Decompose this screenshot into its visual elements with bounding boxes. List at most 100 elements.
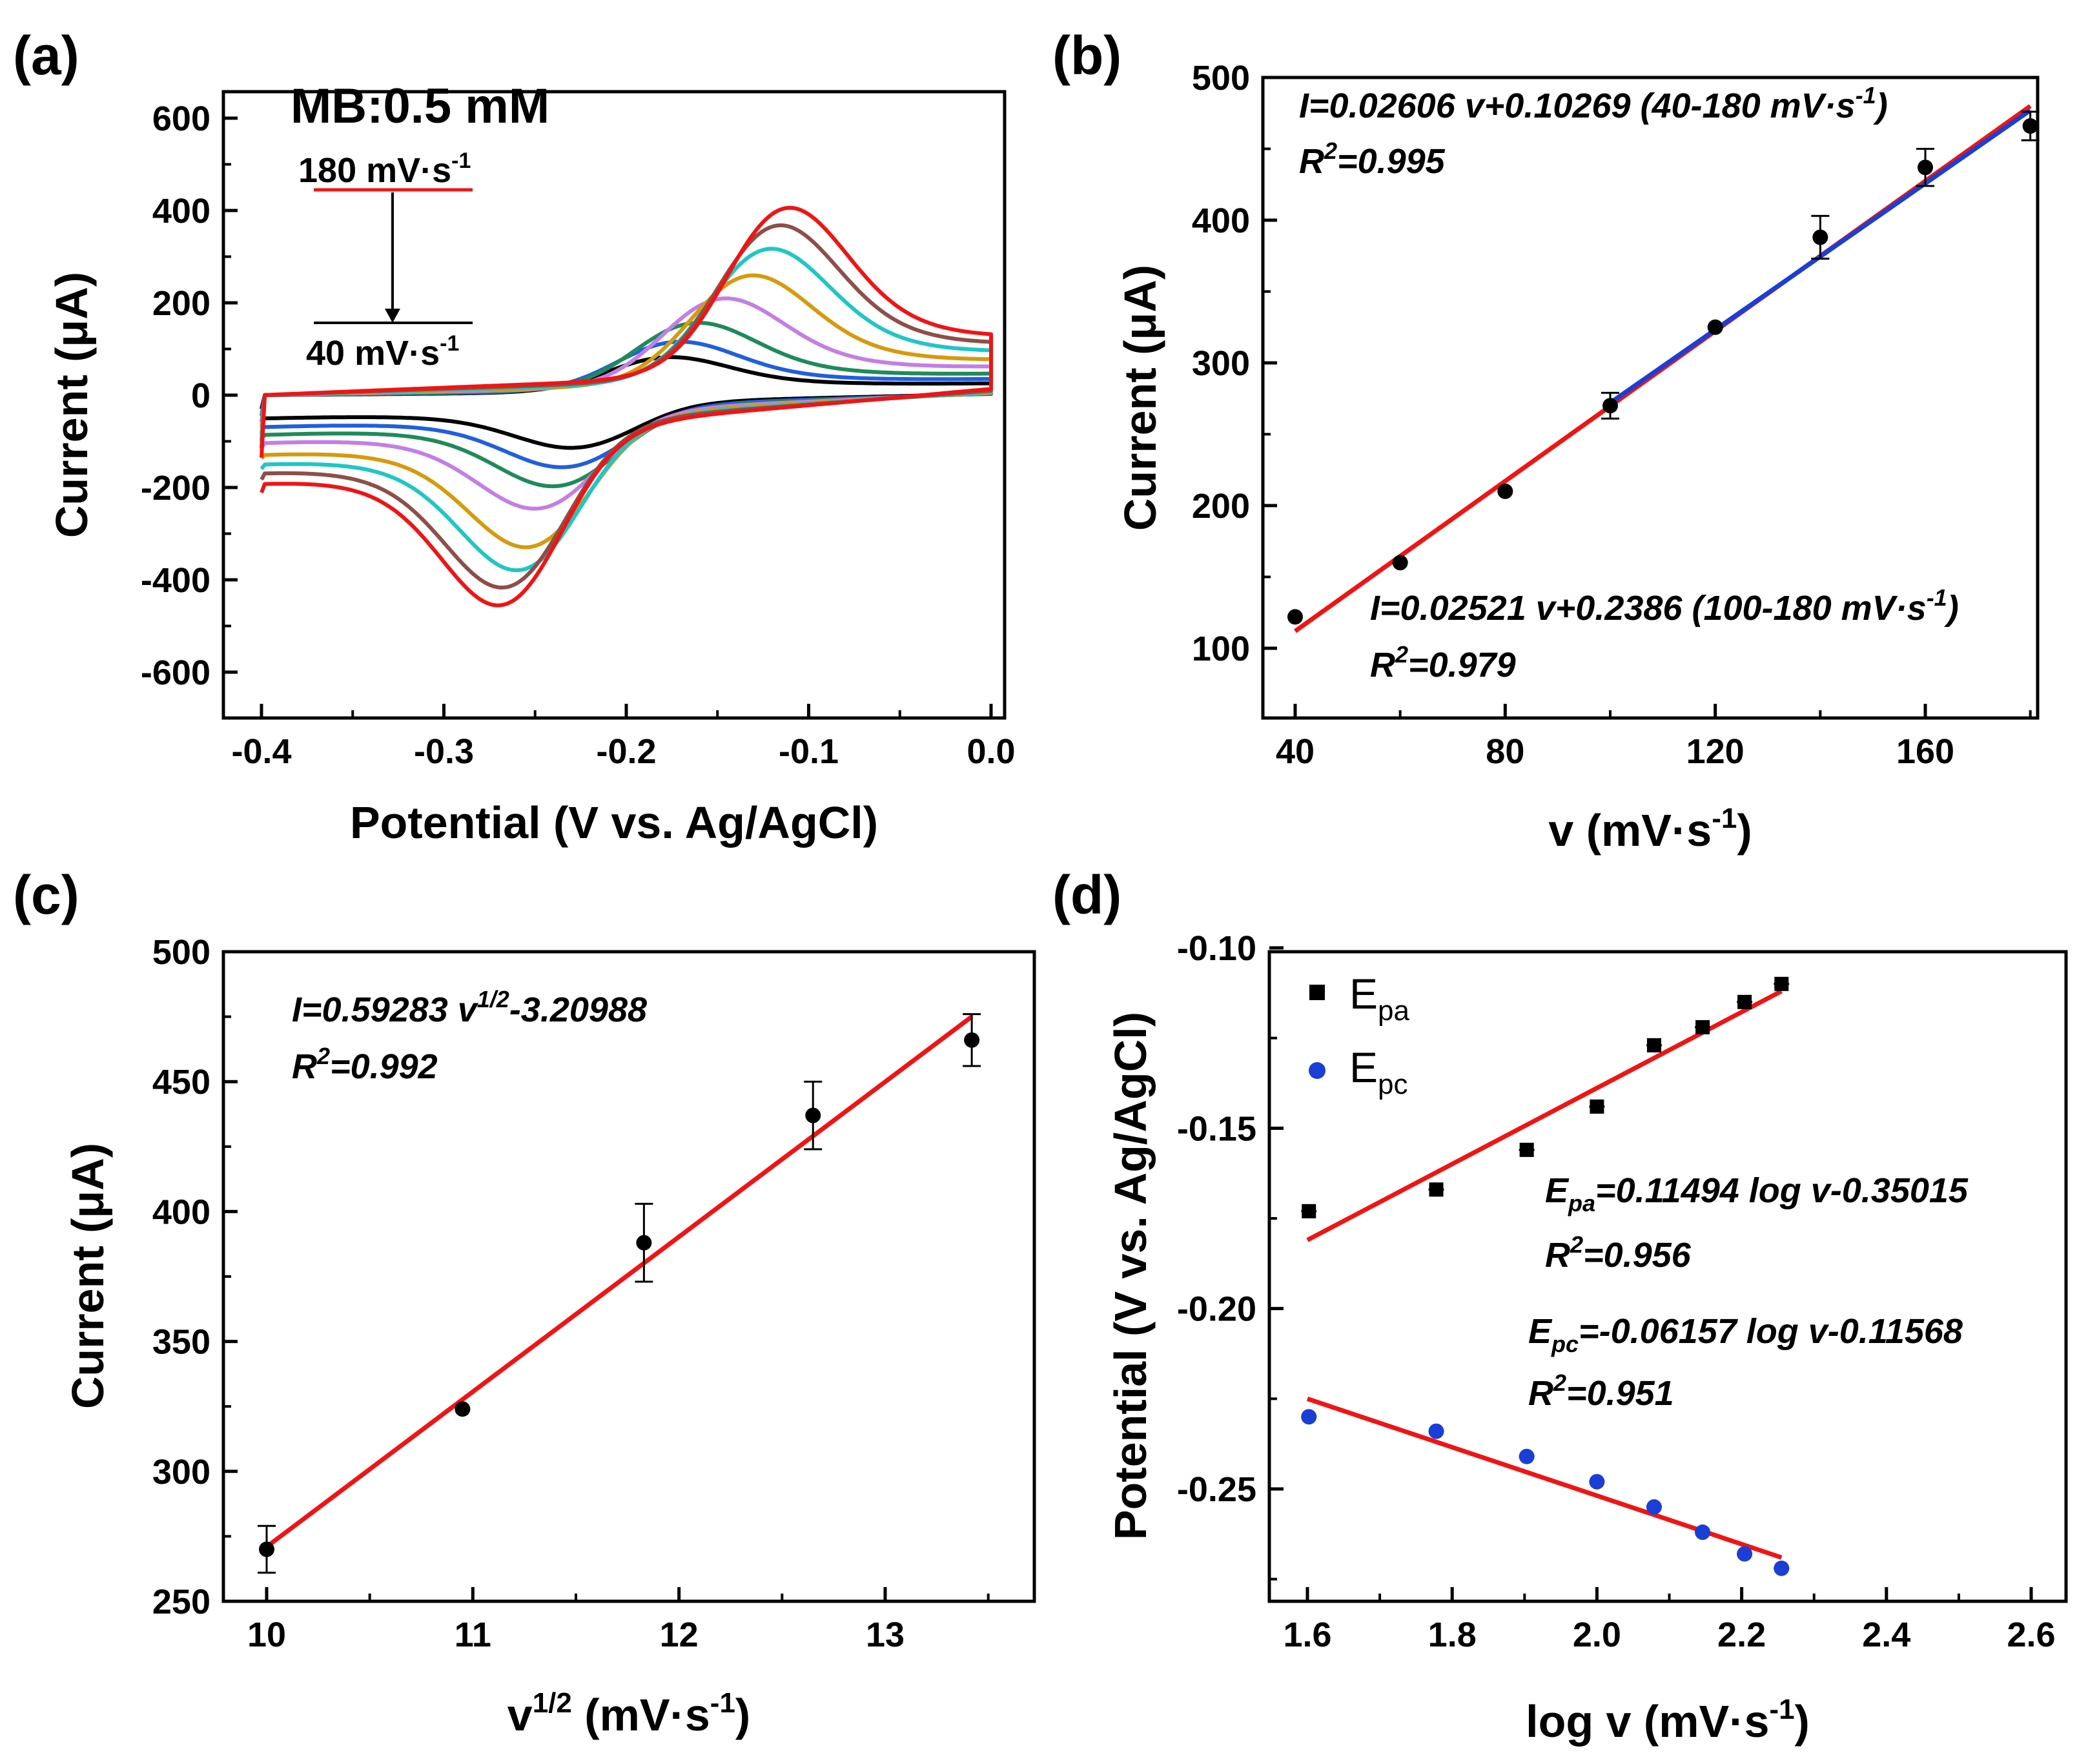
panel-d-eq2-sub: pc [1551, 1331, 1579, 1357]
data-point-epc [1301, 1409, 1317, 1425]
panel-d-y-tick-label: -0.20 [1177, 1290, 1256, 1329]
panel-a-y-tick-label: -200 [141, 469, 210, 508]
panel-b-eq1-sup: -1 [1856, 82, 1876, 108]
panel-c-y-tick-label: 350 [152, 1323, 210, 1362]
panel-b-eq1: I=0.02606 v+0.10269 (40-180 mV·s-1) [1299, 82, 1888, 125]
legend-epc-marker [1309, 1062, 1325, 1079]
panel-b-x-title-main: v (mV·s [1548, 805, 1712, 856]
panel-c-x-title-sup2: -1 [710, 1687, 735, 1719]
panel-c-x-tick-label: 11 [455, 1615, 491, 1654]
panel-c-x-title-main: v [507, 1690, 533, 1740]
panel-b-r1-val: =0.995 [1337, 142, 1446, 181]
legend-epc-sub: pc [1378, 1069, 1407, 1100]
legend-epc-main: E [1349, 1043, 1378, 1091]
panel-a-x-axis-title: Potential (V vs. Ag/AgCl) [350, 797, 878, 848]
panel-d-y-tick-label: -0.25 [1177, 1470, 1256, 1509]
panel-a-top-rate-label: 180 mV·s-1 [298, 149, 471, 190]
data-point [455, 1401, 471, 1417]
fit-line [265, 1014, 974, 1549]
data-point-epc [1428, 1423, 1444, 1439]
panel-a-bottom-rate-sup: -1 [440, 331, 459, 356]
panel-b-r1: R2=0.995 [1299, 138, 1446, 181]
panel-b-x-ticks: 40 80 120 160 [1276, 704, 2032, 771]
panel-a-arrow-head [385, 309, 400, 323]
panel-d-x-tick-label: 2.4 [1862, 1615, 1910, 1654]
panel-b-y-tick-label: 500 [1192, 59, 1250, 97]
cv-curve-180-mVs [260, 205, 993, 608]
panel-c-x-title-close: ) [735, 1690, 750, 1740]
panel-c-r-pre: R [292, 1047, 317, 1086]
panel-a-y-tick-label: -600 [141, 653, 210, 692]
panel-b-x-tick-label: 80 [1486, 732, 1524, 771]
panel-c-r: R2=0.992 [292, 1043, 438, 1086]
data-point-epc [1519, 1448, 1535, 1464]
panel-a-label: (a) [13, 25, 79, 86]
panel-d-x-tick-label: 1.8 [1428, 1615, 1477, 1654]
panel-a-x-tick-label: -0.2 [596, 732, 656, 771]
panel-a-x-tick-label: 0.0 [967, 732, 1015, 771]
data-point [1812, 229, 1828, 245]
panel-d-x-tick-label: 2.6 [2007, 1615, 2055, 1654]
panel-d-x-tick-label: 2.2 [1717, 1615, 1766, 1654]
panel-a-y-tick-label: 600 [152, 99, 210, 138]
legend-epa-main: E [1349, 970, 1378, 1018]
panel-c-y-tick-label: 450 [152, 1063, 210, 1102]
panel-c-eq-rest: -3.20988 [509, 990, 647, 1029]
panel-a: (a) -0.4 -0.3 -0.2 -0.1 0.0 -600 -400 -200 0 200… [13, 25, 1016, 848]
data-point [1287, 609, 1303, 625]
panel-a-y-ticks: -600 -400 -200 0 200 400 600 [141, 99, 238, 692]
panel-a-x-tick-label: -0.3 [414, 732, 474, 771]
panel-d-x-axis-title: log v (mV·s-1) [1526, 1694, 1810, 1747]
data-point-epa [1646, 1038, 1661, 1052]
panel-d-y-axis-title: Potential (V vs. Ag/AgCl) [1105, 1012, 1156, 1540]
panel-b-y-tick-label: 100 [1192, 630, 1250, 668]
panel-b-r2-sup: 2 [1395, 641, 1408, 668]
panel-b-r2-val: =0.979 [1408, 646, 1516, 684]
panel-a-title: MB:0.5 mM [291, 79, 549, 134]
panel-b-frame [1261, 76, 2040, 720]
panel-b-eq2: I=0.02521 v+0.2386 (100-180 mV·s-1) [1370, 584, 1959, 628]
data-point-epc [1646, 1499, 1662, 1515]
panel-d-label: (d) [1052, 865, 1121, 925]
panel-b-fit-lines [1293, 104, 2032, 633]
data-point-epa [1590, 1099, 1604, 1114]
panel-a-y-tick-label: -400 [141, 561, 210, 600]
data-point-epa [1302, 1204, 1316, 1218]
data-point [805, 1107, 821, 1123]
panel-b-points [1287, 110, 2040, 625]
panel-b-r1-sup: 2 [1324, 138, 1337, 164]
cv-curve-140-mVs [260, 247, 993, 573]
panel-c-x-tick-label: 12 [660, 1615, 699, 1654]
panel-d-eq1-rest: =0.11494 log v-0.35015 [1595, 1171, 1969, 1210]
panel-d-x-title-sup: -1 [1769, 1694, 1794, 1725]
panel-d-x-title-main: log v (mV·s [1526, 1696, 1769, 1747]
panel-d-r1: R2=0.956 [1545, 1231, 1692, 1275]
panel-a-frame [221, 90, 1007, 720]
panel-c-label: (c) [13, 865, 79, 925]
panel-c-x-tick-label: 13 [866, 1615, 905, 1654]
panel-a-x-tick-label: -0.1 [779, 732, 839, 771]
panel-d-r2-pre: R [1528, 1374, 1553, 1413]
panel-d-r1-val: =0.956 [1583, 1236, 1692, 1275]
data-point-epc [1774, 1560, 1790, 1576]
panel-a-top-rate-sup: -1 [451, 149, 471, 173]
panel-b-x-title-sup: -1 [1712, 803, 1737, 834]
panel-b-eq1-close: ) [1873, 87, 1888, 125]
panel-a-y-tick-label: 0 [191, 376, 210, 415]
data-point-epa [1774, 976, 1789, 991]
panel-c-r-val: =0.992 [330, 1047, 438, 1086]
panel-d-eq2-rest: =-0.06157 log v-0.11568 [1579, 1312, 1963, 1351]
data-point [636, 1235, 652, 1251]
panel-c-y-axis-title: Current (μA) [63, 1143, 113, 1409]
panel-c-points [258, 1013, 981, 1574]
panel-a-curves [260, 205, 993, 608]
panel-b-y-tick-label: 400 [1192, 201, 1250, 240]
panel-c-fit-lines [265, 1014, 974, 1549]
panel-b-x-tick-label: 40 [1276, 732, 1315, 771]
panel-b-y-ticks: 100 200 300 400 500 [1192, 59, 1277, 668]
data-point [1707, 319, 1723, 335]
panel-b-eq2-main: I=0.02521 v+0.2386 (100-180 mV·s [1370, 589, 1927, 628]
panel-d-eq1-main: E [1545, 1171, 1570, 1210]
panel-c-r-sup: 2 [316, 1043, 330, 1069]
panel-b-r1-pre: R [1299, 142, 1324, 181]
